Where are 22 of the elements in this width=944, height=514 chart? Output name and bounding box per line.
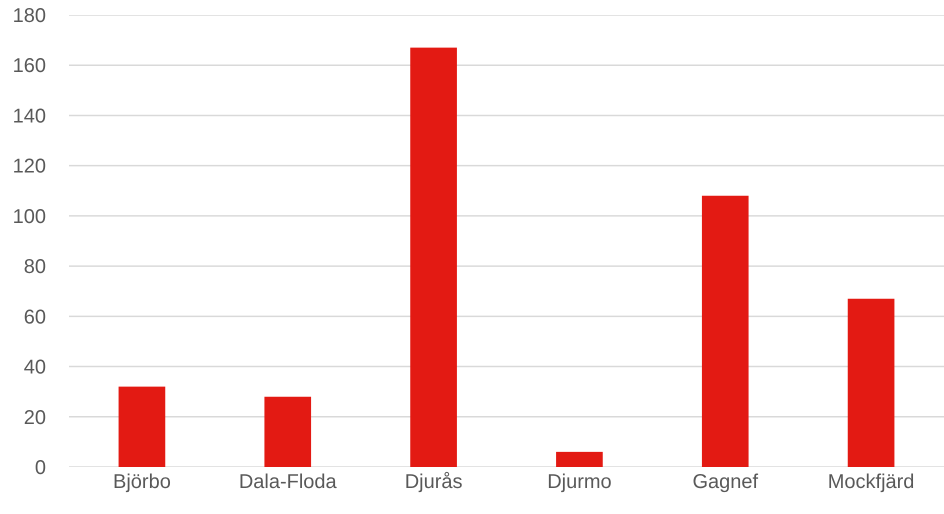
y-tick-label: 20	[24, 406, 46, 429]
x-tick-label: Dala-Floda	[238, 471, 338, 493]
y-tick-label: 160	[12, 55, 46, 78]
y-tick-label: 140	[12, 105, 46, 128]
y-tick-label: 180	[12, 5, 46, 27]
bar	[118, 386, 166, 467]
bar	[702, 196, 749, 467]
y-tick-label: 40	[24, 356, 46, 379]
y-tick-label: 100	[12, 206, 46, 228]
y-tick-label: 120	[12, 156, 46, 178]
y-tick-label: 0	[34, 457, 46, 479]
y-tick-label: 60	[24, 306, 46, 328]
bar	[848, 298, 894, 467]
x-tick-label: Björbo	[113, 471, 171, 493]
bar	[556, 452, 603, 467]
bar	[410, 48, 457, 467]
x-tick-label: Mockfjärd	[828, 471, 914, 493]
y-tick-label: 80	[24, 256, 46, 278]
x-tick-label: Gagnef	[692, 471, 758, 493]
bar	[264, 396, 312, 467]
x-tick-label: Djurmo	[547, 471, 612, 493]
x-tick-label: Djurås	[404, 471, 462, 493]
